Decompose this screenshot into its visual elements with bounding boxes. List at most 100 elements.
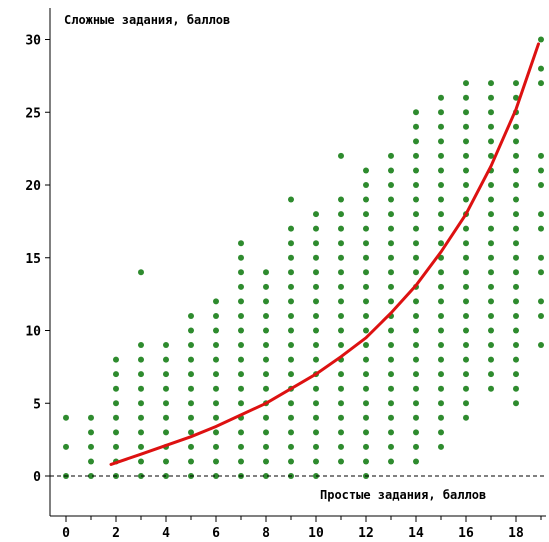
- data-point: [538, 211, 544, 218]
- data-point: [488, 342, 494, 349]
- data-point: [138, 400, 144, 407]
- data-point: [388, 225, 394, 232]
- data-point: [538, 152, 544, 159]
- data-point: [363, 356, 369, 363]
- data-point: [513, 80, 519, 87]
- data-point: [288, 414, 294, 421]
- data-point: [113, 443, 119, 450]
- data-point: [488, 269, 494, 276]
- data-point: [238, 240, 244, 247]
- data-point: [463, 254, 469, 261]
- data-point: [413, 371, 419, 378]
- x-axis-title-background: [316, 483, 546, 503]
- data-point: [288, 225, 294, 232]
- data-point: [263, 385, 269, 392]
- data-point: [438, 298, 444, 305]
- data-point: [488, 225, 494, 232]
- data-point: [338, 254, 344, 261]
- data-point: [338, 414, 344, 421]
- data-point: [463, 269, 469, 276]
- data-point: [488, 182, 494, 188]
- data-point: [388, 414, 394, 421]
- data-point: [438, 196, 444, 203]
- data-point: [488, 152, 494, 159]
- data-point: [488, 138, 494, 145]
- data-point: [463, 327, 469, 334]
- data-point: [488, 254, 494, 261]
- data-point: [113, 414, 119, 421]
- data-point: [363, 342, 369, 349]
- data-point: [538, 298, 544, 305]
- data-point: [463, 182, 469, 188]
- data-point: [413, 327, 419, 334]
- data-point: [288, 458, 294, 465]
- data-point: [313, 327, 319, 334]
- data-point: [388, 167, 394, 174]
- data-point: [313, 400, 319, 407]
- data-point: [238, 312, 244, 319]
- data-point: [313, 225, 319, 232]
- data-point: [238, 458, 244, 465]
- data-point: [388, 283, 394, 290]
- data-point: [438, 342, 444, 349]
- x-tick-label: 0: [62, 526, 70, 541]
- x-tick-label: 12: [358, 526, 374, 541]
- data-point: [338, 385, 344, 392]
- data-point: [513, 283, 519, 290]
- data-point: [538, 225, 544, 232]
- data-point: [438, 211, 444, 218]
- y-tick-label: 30: [25, 34, 41, 49]
- data-point: [263, 269, 269, 276]
- data-point: [438, 400, 444, 407]
- x-tick-label: 8: [262, 526, 270, 541]
- data-point: [488, 94, 494, 101]
- data-point: [138, 429, 144, 436]
- data-point: [338, 458, 344, 465]
- data-point: [138, 385, 144, 392]
- data-point: [513, 240, 519, 247]
- data-point: [388, 385, 394, 392]
- data-point: [463, 123, 469, 130]
- data-point: [188, 371, 194, 378]
- data-point: [413, 269, 419, 276]
- data-point: [238, 269, 244, 276]
- data-point: [338, 429, 344, 436]
- data-point: [288, 196, 294, 203]
- data-point: [88, 473, 94, 479]
- data-point: [138, 356, 144, 363]
- points-layer: [63, 36, 544, 479]
- data-point: [63, 414, 69, 421]
- data-point: [213, 385, 219, 392]
- data-point: [263, 356, 269, 363]
- data-point: [463, 240, 469, 247]
- data-point: [213, 371, 219, 378]
- data-point: [313, 429, 319, 436]
- data-point: [413, 225, 419, 232]
- y-tick-label: 10: [25, 325, 41, 340]
- data-point: [288, 327, 294, 334]
- data-point: [288, 254, 294, 261]
- x-axis-title: Простые задания, баллов: [320, 488, 486, 502]
- data-point: [63, 443, 69, 450]
- data-point: [488, 298, 494, 305]
- data-point: [363, 298, 369, 305]
- data-point: [413, 196, 419, 203]
- data-point: [188, 342, 194, 349]
- data-point: [188, 443, 194, 450]
- y-tick-label: 25: [25, 106, 41, 121]
- data-point: [413, 312, 419, 319]
- data-point: [463, 283, 469, 290]
- data-point: [138, 443, 144, 450]
- data-point: [313, 443, 319, 450]
- data-point: [513, 123, 519, 130]
- data-point: [463, 94, 469, 101]
- data-point: [538, 65, 544, 72]
- data-point: [463, 138, 469, 145]
- data-point: [138, 269, 144, 276]
- data-point: [163, 385, 169, 392]
- data-point: [438, 225, 444, 232]
- data-point: [288, 269, 294, 276]
- data-point: [513, 269, 519, 276]
- data-point: [363, 458, 369, 465]
- data-point: [238, 327, 244, 334]
